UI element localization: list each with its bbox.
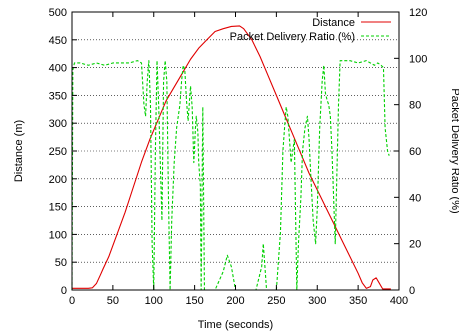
x-axis-title: Time (seconds) xyxy=(198,319,273,331)
x-tick-label: 400 xyxy=(390,295,408,307)
x-tick-label: 150 xyxy=(185,295,203,307)
y2-tick-label: 40 xyxy=(409,192,421,204)
y-tick-label: 150 xyxy=(49,202,67,214)
y-tick-label: 500 xyxy=(49,7,67,19)
y-tick-label: 50 xyxy=(55,257,67,269)
x-tick-label: 0 xyxy=(69,295,75,307)
x-tick-label: 250 xyxy=(267,295,285,307)
y2-tick-label: 60 xyxy=(409,146,421,158)
y2-tick-label: 80 xyxy=(409,100,421,112)
x-tick-label: 50 xyxy=(107,295,119,307)
y-tick-label: 450 xyxy=(49,35,67,47)
y2-tick-label: 20 xyxy=(409,239,421,251)
series-layer xyxy=(71,25,391,291)
y-axis-title: Distance (m) xyxy=(13,120,25,182)
y2-tick-label: 120 xyxy=(409,7,427,19)
ticks: 0 50 100 150 200 250 300 350 4000501001502002503… xyxy=(49,7,428,307)
legend-label-pdr: Packet Delivery Ratio (%) xyxy=(230,31,355,43)
legend-label-distance: Distance xyxy=(312,17,355,29)
y-tick-label: 400 xyxy=(49,63,67,75)
x-tick-label: 350 xyxy=(349,295,367,307)
y2-tick-label: 0 xyxy=(409,285,415,297)
y-tick-label: 200 xyxy=(49,174,67,186)
series-line-0 xyxy=(72,25,391,290)
y-tick-label: 250 xyxy=(49,146,67,158)
series-line-1 xyxy=(71,60,390,291)
y-tick-label: 100 xyxy=(49,229,67,241)
plot-frame xyxy=(71,11,400,291)
x-tick-label: 100 xyxy=(145,295,163,307)
y-tick-label: 0 xyxy=(61,285,67,297)
y2-axis-title: Packet Delivery Ratio (%) xyxy=(449,88,459,213)
grid xyxy=(72,39,399,263)
x-tick-label: 300 xyxy=(308,295,326,307)
x-tick-label: 200 xyxy=(226,295,244,307)
y-tick-label: 300 xyxy=(49,118,67,130)
y-tick-label: 350 xyxy=(49,90,67,102)
legend: Distance Packet Delivery Ratio (%) xyxy=(230,17,391,43)
y2-tick-label: 100 xyxy=(409,53,427,65)
